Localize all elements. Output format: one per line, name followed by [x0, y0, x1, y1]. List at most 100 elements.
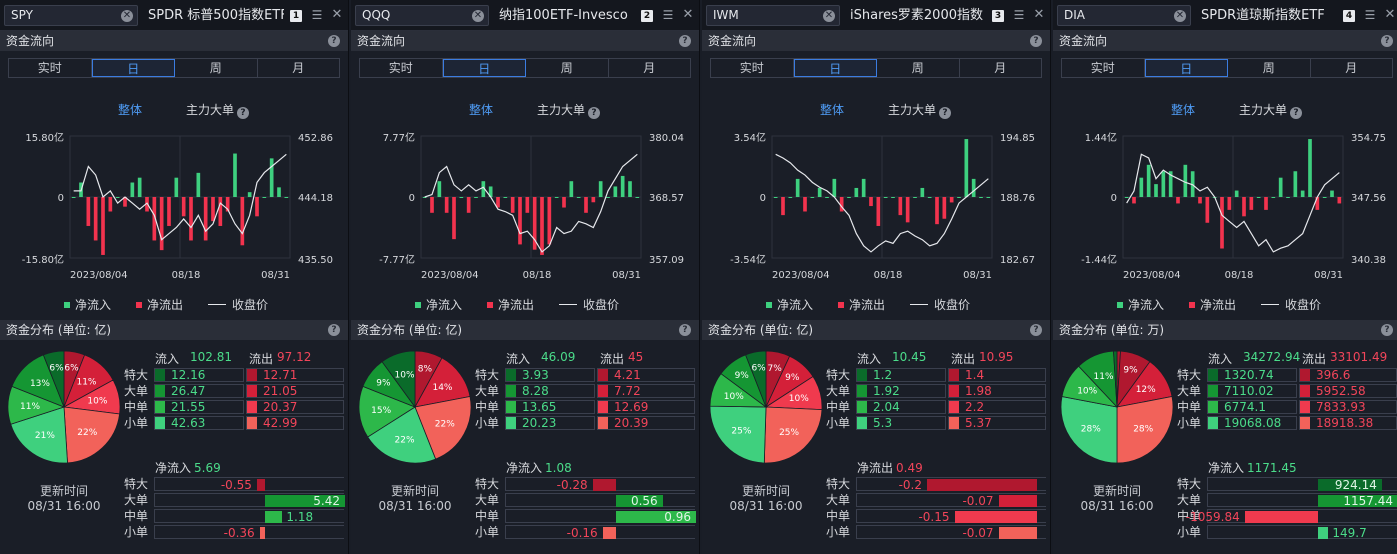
tab-day[interactable]: 日: [91, 59, 175, 77]
clear-ticker-icon[interactable]: ✕: [1174, 10, 1186, 22]
tab-realtime[interactable]: 实时: [9, 59, 92, 77]
y-left-zero-label: 0: [760, 193, 766, 204]
legend-close: 收盘价: [208, 296, 268, 313]
outflow-label: 流出: [1302, 352, 1327, 366]
outflow-value: 18918.38: [1316, 416, 1374, 430]
tab-day[interactable]: 日: [1144, 59, 1228, 77]
clear-ticker-icon[interactable]: ✕: [121, 10, 133, 22]
tab-month[interactable]: 月: [994, 61, 1007, 75]
fund-panel-iwm: IWM ✕ iShares罗素2000指数 3 ☰ ✕ 资金流向? 实时日周月整体 主力大单? 3…: [702, 0, 1051, 554]
close-icon[interactable]: ✕: [1384, 7, 1396, 22]
flow-bar: [444, 197, 449, 213]
ticker-input[interactable]: QQQ: [355, 5, 489, 26]
inflow-cell: 7110.02: [1207, 384, 1297, 398]
tab-realtime[interactable]: 实时: [1062, 59, 1145, 77]
net-flow-row: 小单 149.7: [1177, 524, 1397, 540]
settings-sliders-icon[interactable]: ☰: [662, 8, 674, 22]
row-label: 大单: [124, 493, 149, 507]
help-icon[interactable]: ?: [328, 35, 340, 47]
tab-month[interactable]: 月: [1345, 61, 1358, 75]
net-flow-bar: [256, 479, 265, 491]
flow-bar: [876, 197, 881, 226]
pie-slice-label: 22%: [435, 419, 455, 429]
view-main-tab[interactable]: 主力大单?: [888, 101, 952, 119]
view-main-tab[interactable]: 主力大单?: [1239, 101, 1303, 119]
help-icon[interactable]: ?: [1381, 324, 1393, 336]
net-flow-cell: -1059.84: [1186, 509, 1397, 524]
tab-realtime[interactable]: 实时: [360, 59, 443, 77]
pie-slice-label: 8%: [418, 364, 433, 374]
help-icon[interactable]: ?: [328, 324, 340, 336]
flow-bar: [869, 197, 873, 207]
outflow-total: 45: [628, 350, 644, 364]
row-label: 小单: [124, 525, 149, 539]
view-whole-tab[interactable]: 整体: [118, 103, 143, 117]
view-whole-tab[interactable]: 整体: [469, 103, 494, 117]
pie-slice-label: 28%: [1133, 425, 1153, 435]
help-icon[interactable]: ?: [679, 35, 691, 47]
outflow-cell: 7833.93: [1299, 400, 1397, 414]
view-main-tab[interactable]: 主力大单?: [537, 101, 601, 119]
inflow-cell: 1.2: [856, 368, 946, 382]
distribution-title: 资金分布 (单位: 亿): [6, 323, 112, 337]
close-icon[interactable]: ✕: [1033, 7, 1045, 22]
clear-ticker-icon[interactable]: ✕: [472, 10, 484, 22]
help-icon[interactable]: ?: [939, 107, 952, 119]
tab-week[interactable]: 周: [526, 59, 609, 77]
clear-ticker-icon[interactable]: ✕: [823, 10, 835, 22]
tab-month[interactable]: 月: [643, 61, 656, 75]
outflow-cell: 21.05: [246, 384, 344, 398]
flow-bar: [532, 197, 537, 250]
ticker-input[interactable]: IWM: [706, 5, 840, 26]
help-icon[interactable]: ?: [679, 324, 691, 336]
inflow-bar: [155, 369, 165, 381]
tab-week[interactable]: 周: [175, 59, 258, 77]
help-icon[interactable]: ?: [1030, 324, 1042, 336]
tab-week[interactable]: 周: [1228, 59, 1311, 77]
flow-bar: [269, 158, 274, 197]
inflow-cell: 13.65: [505, 400, 595, 414]
tab-month[interactable]: 月: [292, 61, 305, 75]
ticker-input[interactable]: SPY: [4, 5, 138, 26]
close-icon[interactable]: ✕: [682, 7, 694, 22]
inflow-cell: 3.93: [505, 368, 595, 382]
view-main-tab[interactable]: 主力大单?: [186, 101, 250, 119]
view-whole-tab[interactable]: 整体: [1171, 103, 1196, 117]
inflow-bar: [1208, 385, 1218, 397]
inflow-bar: [506, 385, 516, 397]
settings-sliders-icon[interactable]: ☰: [1364, 8, 1376, 22]
tab-day[interactable]: 日: [442, 59, 526, 77]
help-icon[interactable]: ?: [1290, 107, 1303, 119]
tab-day[interactable]: 日: [793, 59, 877, 77]
net-flow-summary: 净流入 1171.45: [1208, 459, 1297, 476]
net-flow-bar: [616, 495, 663, 507]
flow-bar: [240, 197, 245, 246]
settings-sliders-icon[interactable]: ☰: [1013, 8, 1025, 22]
ticker-input[interactable]: DIA: [1057, 5, 1191, 26]
settings-sliders-icon[interactable]: ☰: [311, 8, 323, 22]
tab-realtime[interactable]: 实时: [711, 59, 794, 77]
flow-bar: [598, 181, 603, 197]
net-flow-label: 净流出: [857, 461, 894, 475]
close-icon[interactable]: ✕: [331, 7, 343, 22]
help-icon[interactable]: ?: [1381, 35, 1393, 47]
flow-bar: [1264, 197, 1268, 210]
help-icon[interactable]: ?: [1030, 35, 1042, 47]
tab-week[interactable]: 周: [877, 59, 960, 77]
flow-bar: [620, 175, 625, 197]
view-whole-tab[interactable]: 整体: [820, 103, 845, 117]
help-icon[interactable]: ?: [237, 107, 250, 119]
net-flow-rows: 特大 -0.28 大单 0.56 中单 0.96 小单 -0.16: [475, 476, 696, 540]
outflow-label: 流出: [951, 352, 976, 366]
legend-close-label: 收盘价: [934, 298, 971, 312]
net-flow-value: 0.49: [896, 461, 923, 475]
row-label: 中单: [124, 509, 149, 523]
outflow-bar: [949, 385, 959, 397]
outflow-value: 5.37: [965, 416, 992, 430]
help-icon[interactable]: ?: [588, 107, 601, 119]
flow-bar: [86, 197, 91, 226]
distribution-section-title: 资金分布 (单位: 亿)?: [0, 320, 348, 340]
distribution-row: 中单 6774.1 7833.93: [1177, 399, 1397, 415]
distribution-table: 特大 1320.74 396.6 大单 7110.02 5952.58 中单 6774.1 78…: [1177, 367, 1397, 431]
outflow-value: 1.98: [965, 384, 992, 398]
